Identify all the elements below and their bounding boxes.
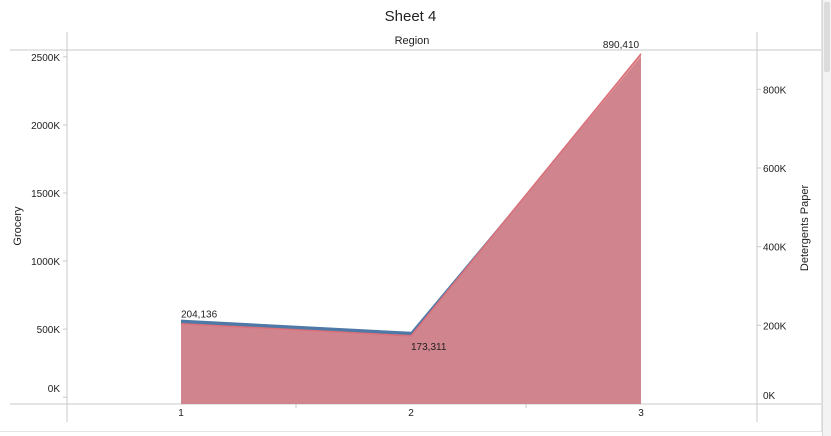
area-detergents-paper xyxy=(181,53,641,405)
y-left-tick-label: 1500K xyxy=(31,189,60,200)
line-detergents-paper xyxy=(180,53,642,337)
x-tick-label: 1 xyxy=(178,408,184,419)
y-left-tick-label: 2500K xyxy=(31,53,60,64)
scrollbar-thumb[interactable] xyxy=(824,2,830,72)
y-left-tick-label: 500K xyxy=(37,325,61,336)
scrollbar[interactable] xyxy=(822,0,831,436)
y-right-tick-label: 200K xyxy=(763,321,787,332)
data-label: 204,136 xyxy=(181,310,218,321)
y-right-tick-label: 0K xyxy=(763,391,776,402)
sheet-title: Sheet 4 xyxy=(384,8,437,25)
y-right-tick-label: 600K xyxy=(763,164,787,175)
y-left-tick-label: 2000K xyxy=(31,121,60,132)
x-tick-label: 3 xyxy=(638,408,644,419)
data-label: 890,410 xyxy=(603,40,640,51)
y-right-tick-label: 800K xyxy=(763,85,787,96)
x-tick-label: 2 xyxy=(408,408,414,419)
y-left-tick-label: 1000K xyxy=(31,257,60,268)
column-header-region: Region xyxy=(394,35,430,47)
data-label: 173,311 xyxy=(411,342,447,353)
y-left-tick-label: 0K xyxy=(48,384,61,395)
y-right-tick-label: 400K xyxy=(763,243,787,254)
